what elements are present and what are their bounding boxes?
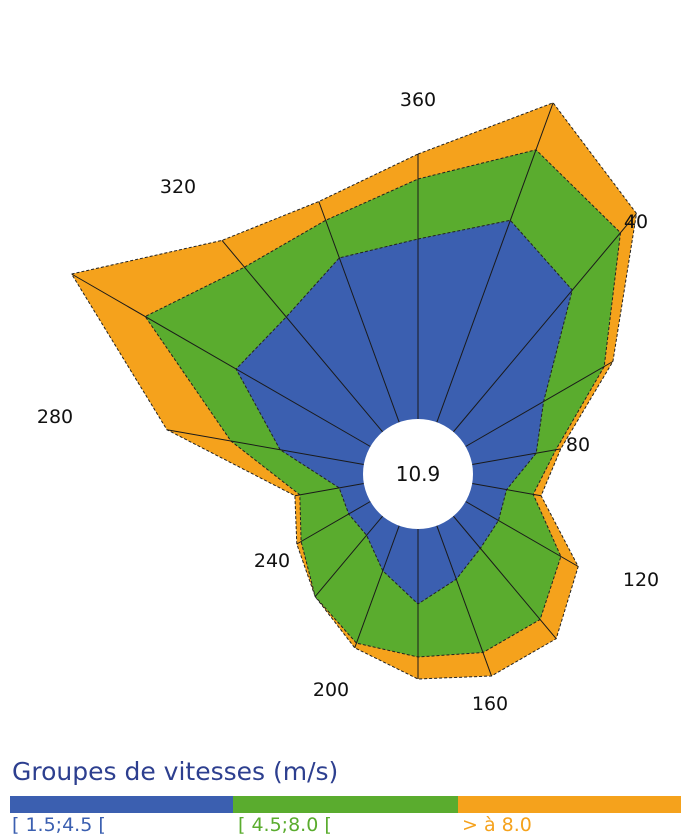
direction-spokes: [71, 102, 637, 679]
legend-swatch-mid: [233, 796, 458, 813]
direction-label-160: 160: [472, 693, 508, 715]
spoke-60: [465, 361, 614, 447]
calm-circle: [363, 419, 473, 529]
direction-label-40: 40: [624, 211, 648, 233]
direction-label-320: 320: [160, 176, 196, 198]
spoke-260: [294, 483, 364, 497]
direction-label-280: 280: [37, 406, 73, 428]
spoke-100: [472, 483, 542, 497]
direction-label-360: 360: [400, 89, 436, 111]
series-areas: [70, 102, 638, 680]
spoke-300: [71, 273, 371, 447]
legend-label-mid: [ 4.5;8.0 [: [238, 814, 332, 836]
spoke-120: [465, 501, 579, 567]
direction-label-120: 120: [623, 569, 659, 591]
legend-swatch-high: [458, 796, 681, 813]
direction-label-80: 80: [566, 434, 590, 456]
spoke-240: [296, 501, 371, 545]
spoke-280: [166, 429, 364, 465]
spoke-140: [452, 515, 557, 640]
legend-title: Groupes de vitesses (m/s): [12, 757, 339, 786]
spoke-200: [354, 525, 400, 649]
legend-label-high: > à 8.0: [462, 814, 532, 836]
spoke-20: [436, 102, 554, 423]
direction-labels: 360 40 80 120 160 200 240 280 320: [37, 89, 659, 715]
spoke-80: [472, 448, 561, 465]
spoke-340: [318, 201, 400, 423]
direction-label-240: 240: [254, 550, 290, 572]
spoke-220: [314, 515, 384, 597]
legend-label-low: [ 1.5;4.5 [: [12, 814, 106, 836]
legend-swatch-low: [10, 796, 233, 813]
spoke-160: [436, 525, 493, 677]
spoke-40: [452, 213, 637, 433]
wind-rose-chart: 10.9 360 40 80 120 160 200 240 280 320: [37, 89, 659, 715]
spoke-320: [221, 240, 384, 433]
direction-label-200: 200: [313, 679, 349, 701]
calm-value: 10.9: [396, 462, 441, 486]
